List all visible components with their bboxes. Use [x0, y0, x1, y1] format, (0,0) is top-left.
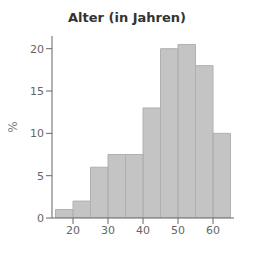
svg-text:50: 50	[171, 224, 185, 237]
svg-text:0: 0	[37, 212, 44, 225]
svg-text:5: 5	[37, 170, 44, 183]
svg-text:20: 20	[66, 224, 80, 237]
svg-text:%: %	[8, 121, 20, 132]
svg-text:10: 10	[30, 127, 44, 140]
html-text:Alter (in Jahren): Alter (in Jahren)	[68, 10, 186, 25]
svg-text:30: 30	[101, 224, 115, 237]
svg-text:20: 20	[30, 43, 44, 56]
svg-text:15: 15	[30, 85, 44, 98]
svg-text:60: 60	[206, 224, 220, 237]
svg-text:40: 40	[136, 224, 150, 237]
